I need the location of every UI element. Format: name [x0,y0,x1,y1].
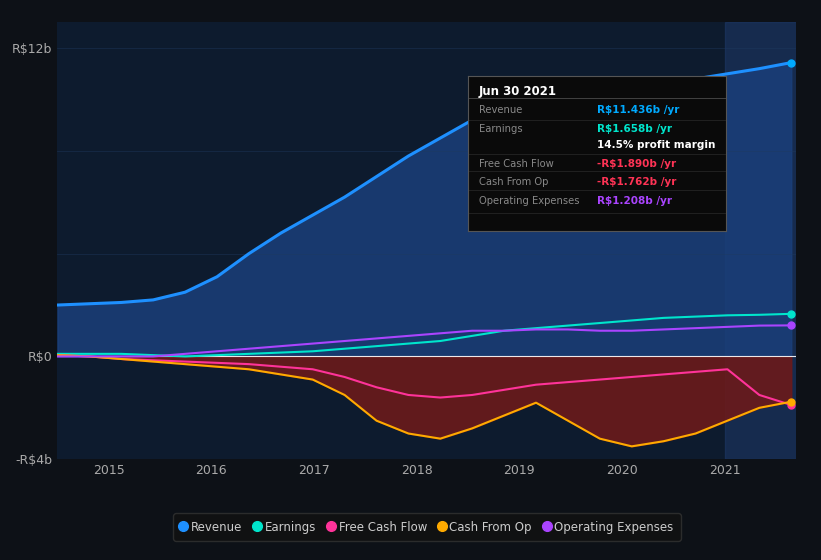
Text: 14.5% profit margin: 14.5% profit margin [598,140,716,150]
Text: Operating Expenses: Operating Expenses [479,196,580,206]
Text: R$1.208b /yr: R$1.208b /yr [598,196,672,206]
Text: R$1.658b /yr: R$1.658b /yr [598,124,672,134]
Text: Jun 30 2021: Jun 30 2021 [479,85,557,98]
Text: R$11.436b /yr: R$11.436b /yr [598,105,680,115]
Text: Cash From Op: Cash From Op [479,177,548,187]
Bar [725,22,801,459]
Text: -R$1.890b /yr: -R$1.890b /yr [598,158,677,169]
Text: -R$1.762b /yr: -R$1.762b /yr [598,177,677,187]
Legend: Revenue, Earnings, Free Cash Flow, Cash From Op, Operating Expenses: Revenue, Earnings, Free Cash Flow, Cash … [173,514,681,540]
Text: Free Cash Flow: Free Cash Flow [479,158,553,169]
Text: Earnings: Earnings [479,124,522,134]
Text: Revenue: Revenue [479,105,522,115]
